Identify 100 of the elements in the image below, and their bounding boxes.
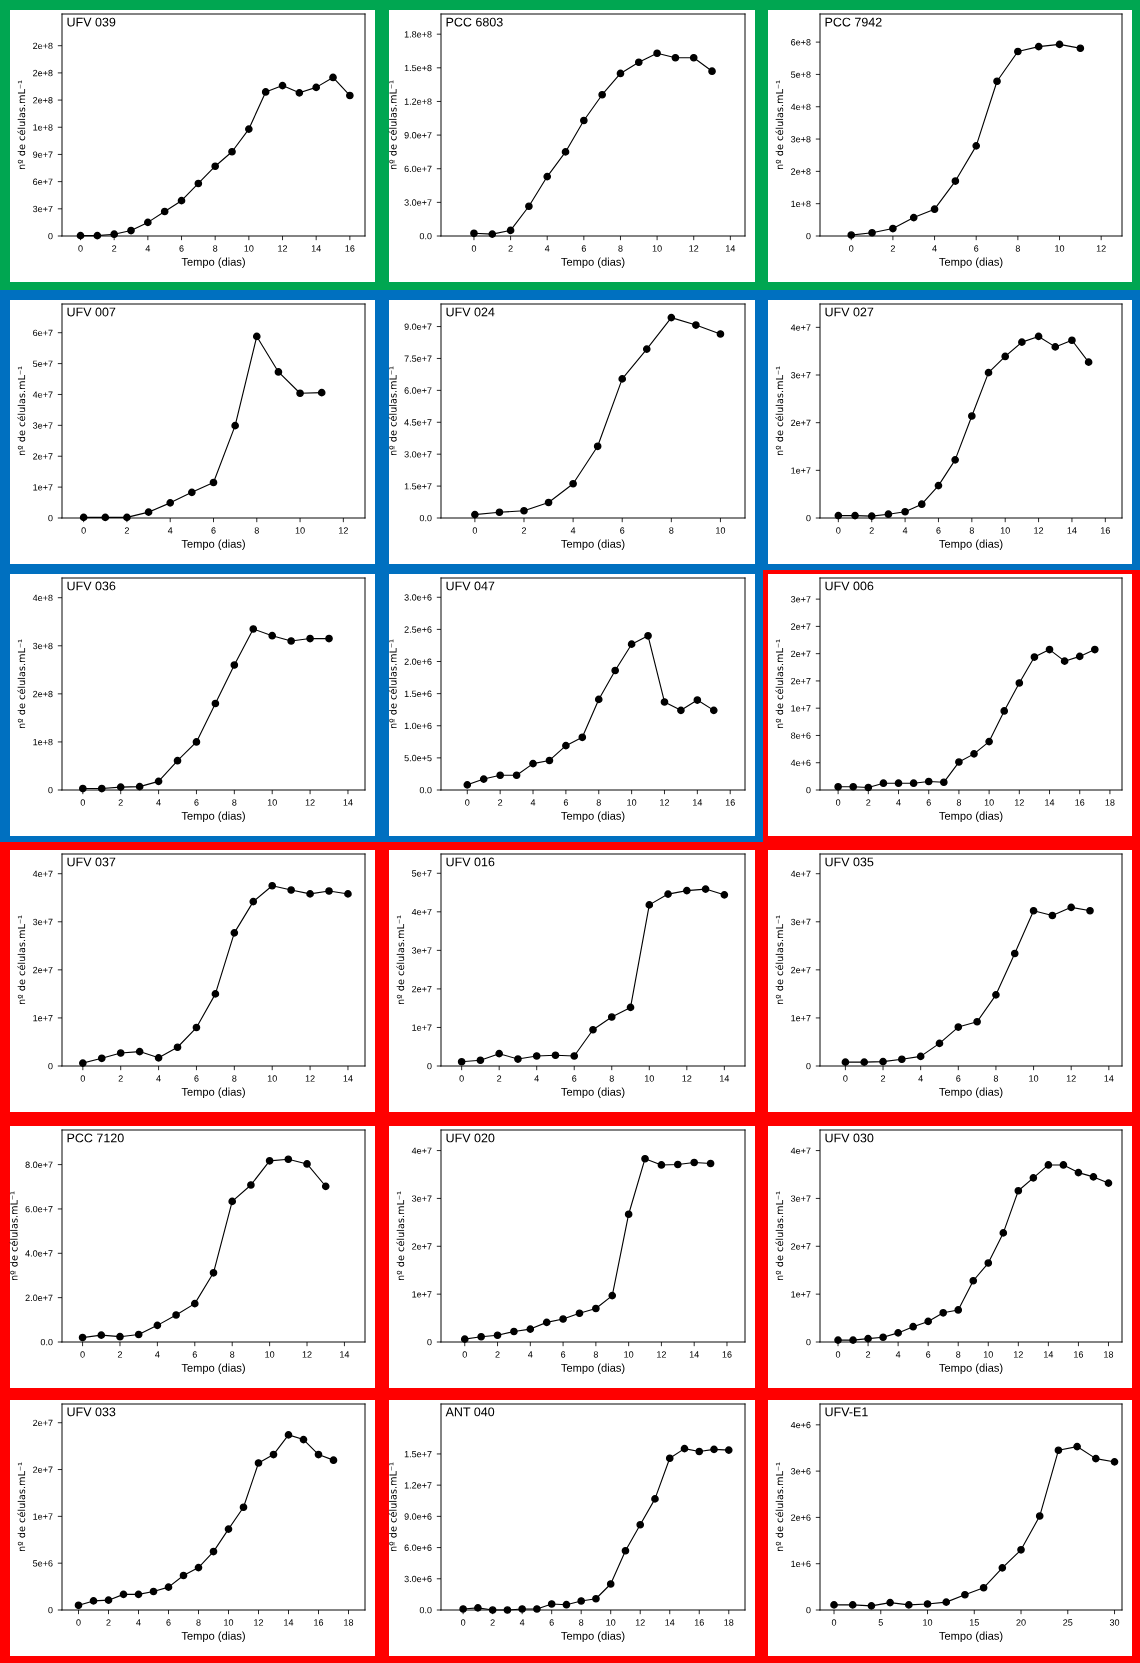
x-tick-label: 18 [1105, 799, 1115, 806]
y-tick-label: 2e+7 [33, 1419, 53, 1427]
x-tick-label: 12 [1034, 527, 1044, 534]
x-tick-label: 2 [508, 245, 513, 252]
y-tick-label: 6.0e+7 [404, 387, 432, 394]
x-axis-title: Tempo (dias) [181, 811, 245, 822]
x-tick-label: 6 [974, 245, 979, 252]
y-tick-label: 4e+7 [790, 324, 811, 331]
x-tick-label: 0 [472, 527, 478, 534]
y-tick-label: 6e+7 [33, 329, 53, 337]
y-tick-label: 2e+7 [791, 1243, 811, 1250]
x-tick-label: 6 [211, 527, 216, 534]
chart-title: UFV 047 [446, 581, 495, 591]
x-tick-label: 12 [635, 1619, 645, 1626]
x-tick-label: 12 [1096, 245, 1106, 252]
x-tick-label: 8 [969, 527, 974, 534]
x-axis-title: Tempo (dias) [181, 1363, 245, 1374]
y-tick-label: 2e+7 [33, 966, 53, 974]
y-axis-title: nº de células.mL⁻¹ [17, 366, 26, 456]
x-axis-title: Tempo (dias) [939, 257, 1003, 268]
x-tick-label: 12 [305, 1075, 315, 1082]
y-tick-label: 3.0e+7 [404, 451, 432, 458]
y-axis-title: nº de células.mL⁻¹ [17, 915, 26, 1005]
x-tick-label: 25 [1063, 1619, 1073, 1626]
y-tick-label: 3.0e+7 [404, 199, 432, 206]
chart-title: PCC 7120 [67, 1133, 124, 1143]
y-tick-label: 1.5e+8 [404, 64, 432, 72]
x-tick-label: 16 [725, 799, 735, 806]
y-tick-label: 0 [806, 514, 811, 522]
y-axis-title: nº de células.mL⁻¹ [9, 1191, 18, 1281]
x-tick-label: 0 [80, 1351, 85, 1358]
chart-title: UFV 007 [67, 307, 116, 317]
x-tick-label: 5 [878, 1619, 883, 1626]
y-tick-label: 1e+6 [791, 1560, 811, 1568]
y-tick-label: 0 [806, 232, 811, 240]
y-tick-label: 6.0e+7 [25, 1205, 53, 1213]
y-tick-label: 3.0e+6 [404, 594, 432, 601]
x-tick-label: 14 [720, 1075, 730, 1082]
x-tick-label: 8 [956, 1351, 961, 1358]
x-tick-label: 2 [118, 1075, 123, 1082]
y-tick-label: 1.8e+8 [404, 31, 432, 38]
y-tick-label: 0.0 [419, 1606, 432, 1614]
x-tick-label: 6 [549, 1619, 554, 1626]
x-tick-label: 16 [722, 1351, 732, 1358]
y-axis-title: nº de células.mL⁻¹ [775, 1462, 784, 1552]
x-tick-label: 12 [689, 245, 699, 252]
y-tick-label: 2e+8 [33, 69, 53, 77]
x-tick-label: 2 [890, 245, 895, 252]
y-tick-label: 8.0e+7 [25, 1161, 53, 1168]
x-tick-label: 0 [471, 245, 477, 252]
y-tick-label: 1e+8 [791, 200, 811, 208]
x-tick-label: 4 [156, 799, 161, 806]
y-axis-title: nº de células.mL⁻¹ [388, 1462, 397, 1552]
x-tick-label: 6 [956, 1075, 961, 1082]
y-axis-title: nº de células.mL⁻¹ [775, 1191, 784, 1281]
x-axis-title: Tempo (dias) [561, 257, 625, 268]
chart-title: UFV 033 [67, 1407, 116, 1417]
y-tick-label: 4e+7 [411, 908, 432, 916]
y-tick-label: 0 [48, 1606, 53, 1614]
y-tick-label: 0 [806, 1062, 811, 1070]
x-tick-label: 2 [521, 527, 527, 534]
x-tick-label: 8 [230, 1351, 235, 1358]
x-tick-label: 10 [624, 1351, 634, 1358]
x-tick-label: 14 [726, 245, 736, 252]
x-axis-title: Tempo (dias) [939, 1087, 1003, 1098]
x-tick-label: 2 [124, 527, 129, 534]
y-tick-label: 0.0 [419, 514, 432, 522]
x-tick-label: 2 [866, 1351, 871, 1358]
x-tick-label: 12 [305, 799, 315, 806]
chart-title: PCC 7942 [825, 17, 882, 27]
y-tick-label: 3e+8 [790, 136, 811, 143]
x-tick-label: 0 [462, 1351, 467, 1358]
x-tick-label: 10 [1029, 1075, 1039, 1082]
x-tick-label: 2 [106, 1619, 111, 1626]
x-tick-label: 0 [836, 527, 841, 534]
x-tick-label: 2 [498, 799, 503, 806]
x-tick-label: 12 [657, 1351, 666, 1358]
y-tick-label: 1e+7 [412, 1024, 432, 1031]
chart-title: UFV 037 [67, 857, 116, 867]
x-tick-label: 14 [1045, 799, 1055, 806]
x-tick-label: 8 [579, 1619, 584, 1626]
x-tick-label: 2 [118, 799, 123, 806]
x-tick-label: 14 [311, 245, 321, 252]
y-tick-label: 5.0e+5 [404, 754, 432, 762]
y-tick-label: 1.2e+8 [404, 98, 432, 105]
y-tick-label: 1e+7 [791, 1014, 811, 1022]
y-tick-label: 9.0e+6 [404, 1513, 432, 1520]
y-tick-label: 6e+7 [33, 178, 53, 185]
y-tick-label: 2e+7 [791, 623, 811, 630]
x-axis-title: Tempo (dias) [939, 811, 1003, 822]
x-tick-label: 12 [660, 799, 670, 806]
x-tick-label: 2 [495, 1351, 500, 1358]
x-tick-label: 0 [831, 1619, 837, 1626]
x-tick-label: 18 [724, 1619, 734, 1626]
y-tick-label: 8e+6 [791, 732, 811, 739]
x-tick-label: 6 [561, 1351, 566, 1358]
x-tick-label: 16 [314, 1619, 324, 1626]
x-tick-label: 0 [835, 1351, 841, 1358]
x-axis-title: Tempo (dias) [181, 1631, 245, 1642]
x-axis-title: Tempo (dias) [181, 1087, 245, 1098]
